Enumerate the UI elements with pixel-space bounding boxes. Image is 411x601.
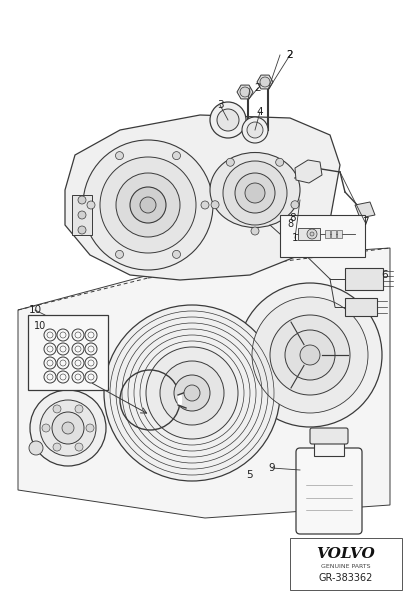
Circle shape xyxy=(211,201,219,209)
FancyBboxPatch shape xyxy=(310,428,348,444)
Polygon shape xyxy=(355,202,375,218)
Circle shape xyxy=(130,187,166,223)
Circle shape xyxy=(62,422,74,434)
Circle shape xyxy=(42,424,50,432)
Circle shape xyxy=(245,183,265,203)
Text: 1: 1 xyxy=(292,233,298,243)
Circle shape xyxy=(242,117,268,143)
Circle shape xyxy=(100,157,196,253)
Text: VOLVO: VOLVO xyxy=(316,547,375,561)
Circle shape xyxy=(115,151,123,160)
Circle shape xyxy=(174,375,210,411)
Circle shape xyxy=(140,197,156,213)
Bar xyxy=(325,230,330,238)
Circle shape xyxy=(270,315,350,395)
Circle shape xyxy=(115,251,123,258)
Text: 3: 3 xyxy=(217,100,223,110)
Circle shape xyxy=(78,226,86,234)
Circle shape xyxy=(40,400,96,456)
Text: 2: 2 xyxy=(287,50,293,60)
Circle shape xyxy=(307,229,317,239)
Text: GR-383362: GR-383362 xyxy=(319,573,373,583)
Circle shape xyxy=(78,196,86,204)
Circle shape xyxy=(116,173,180,237)
Circle shape xyxy=(173,151,180,160)
Circle shape xyxy=(251,227,259,235)
Circle shape xyxy=(210,102,246,138)
Circle shape xyxy=(53,443,61,451)
Polygon shape xyxy=(18,248,390,518)
Text: 10: 10 xyxy=(34,321,46,331)
Circle shape xyxy=(52,412,84,444)
Circle shape xyxy=(87,201,95,209)
Circle shape xyxy=(300,345,320,365)
Circle shape xyxy=(252,297,368,413)
Circle shape xyxy=(184,385,200,401)
Circle shape xyxy=(201,201,209,209)
Circle shape xyxy=(276,158,284,166)
Circle shape xyxy=(78,211,86,219)
Circle shape xyxy=(260,77,270,87)
Bar xyxy=(337,230,342,238)
Text: 8: 8 xyxy=(290,213,296,223)
Circle shape xyxy=(235,173,275,213)
Polygon shape xyxy=(295,160,322,183)
Bar xyxy=(72,195,92,235)
Text: 2: 2 xyxy=(255,83,261,93)
Text: 6: 6 xyxy=(382,270,388,280)
Circle shape xyxy=(238,283,382,427)
Bar xyxy=(280,215,365,257)
Polygon shape xyxy=(65,115,340,280)
Text: 4: 4 xyxy=(257,107,263,117)
Text: GENUINE PARTS: GENUINE PARTS xyxy=(321,564,371,569)
Bar xyxy=(314,438,344,456)
Circle shape xyxy=(53,405,61,413)
Circle shape xyxy=(291,201,299,209)
Text: 10: 10 xyxy=(28,305,42,315)
Bar xyxy=(331,230,336,238)
Bar xyxy=(28,315,108,390)
Bar xyxy=(290,538,402,590)
Text: 9: 9 xyxy=(269,463,275,473)
Circle shape xyxy=(146,347,238,439)
Circle shape xyxy=(75,443,83,451)
Text: 7: 7 xyxy=(362,217,368,227)
Circle shape xyxy=(173,251,180,258)
Circle shape xyxy=(247,122,263,138)
Circle shape xyxy=(30,390,106,466)
Text: 8: 8 xyxy=(287,219,293,229)
Circle shape xyxy=(160,361,224,425)
Polygon shape xyxy=(237,85,253,99)
Circle shape xyxy=(29,441,43,455)
Circle shape xyxy=(226,158,234,166)
Bar xyxy=(345,268,383,290)
FancyBboxPatch shape xyxy=(296,448,362,534)
Text: 5: 5 xyxy=(246,470,252,480)
Text: 2: 2 xyxy=(287,50,293,60)
Circle shape xyxy=(240,87,250,97)
Circle shape xyxy=(217,109,239,131)
Bar xyxy=(345,298,377,316)
Circle shape xyxy=(310,232,314,236)
Circle shape xyxy=(75,405,83,413)
Ellipse shape xyxy=(210,153,300,228)
Circle shape xyxy=(83,140,213,270)
Circle shape xyxy=(223,161,287,225)
Circle shape xyxy=(285,330,335,380)
Polygon shape xyxy=(257,75,273,89)
Bar xyxy=(298,228,320,240)
Circle shape xyxy=(104,305,280,481)
Circle shape xyxy=(86,424,94,432)
